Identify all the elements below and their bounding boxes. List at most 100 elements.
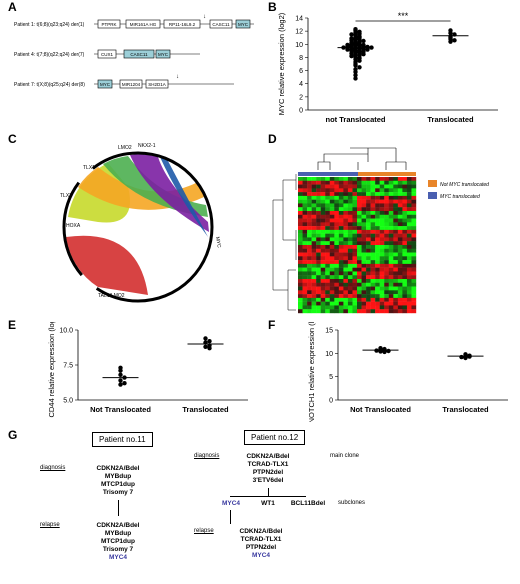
heatmap-cell — [325, 180, 330, 185]
heatmap-cell — [338, 252, 344, 257]
heatmap-cell — [298, 214, 303, 219]
p11-rel-item: MTCP1dup — [101, 538, 135, 545]
heatmap-cell — [343, 260, 349, 265]
data-point — [353, 69, 358, 75]
heatmap-cell — [302, 252, 308, 257]
heatmap-cell — [361, 279, 367, 283]
patient7-label: Patient 7: t(X;8)(q25;q24) der(8) — [14, 82, 85, 88]
heatmap-cell — [388, 245, 394, 249]
heatmap-cell — [411, 195, 417, 200]
heatmap-cell — [393, 271, 399, 276]
heatmap-cell — [397, 282, 403, 287]
chord-label-nkx: NKX2-1 — [138, 143, 156, 149]
x-category-label: Not Translocated — [90, 405, 151, 414]
heatmap-cell — [406, 203, 412, 208]
heatmap-cell — [325, 294, 330, 299]
heatmap-cell — [347, 177, 353, 181]
heatmap-cell — [397, 214, 403, 219]
heatmap-cell — [388, 203, 394, 208]
heatmap-cell — [397, 305, 403, 310]
heatmap-cell — [320, 226, 326, 231]
heatmap-cell — [352, 241, 358, 246]
heatmap-cell — [316, 297, 321, 302]
heatmap-cell — [329, 188, 335, 193]
p11-diag-item: CDKN2A/Bdel — [96, 465, 140, 472]
heatmap-cell — [307, 203, 312, 208]
heatmap-cell — [329, 207, 335, 212]
heatmap-cell — [343, 188, 349, 193]
heatmap-cell — [316, 233, 321, 238]
heatmap-cell — [307, 275, 312, 280]
heatmap-cell — [316, 218, 321, 223]
heatmap-cell — [334, 199, 340, 204]
heatmap-cell — [361, 248, 367, 253]
heatmap-cell — [325, 211, 330, 215]
heatmap-cell — [384, 233, 389, 238]
heatmap-cell — [302, 222, 308, 227]
heatmap-cell — [320, 229, 326, 234]
heatmap-cell — [325, 237, 330, 242]
heatmap-cell — [384, 203, 389, 208]
heatmap-cell — [329, 290, 335, 295]
heatmap-cell — [361, 207, 367, 212]
heatmap-cell — [334, 260, 340, 265]
heatmap-cell — [379, 245, 385, 249]
heatmap-cell — [329, 192, 335, 197]
heatmap-cell — [361, 184, 367, 189]
heatmap-cell — [397, 294, 403, 299]
heatmap-cell — [325, 188, 330, 193]
heatmap-cell — [320, 267, 326, 272]
heatmap-cell — [361, 301, 367, 306]
heatmap-cell — [311, 207, 317, 212]
data-point — [118, 368, 123, 373]
heatmap-cell — [298, 282, 303, 287]
heatmap-cell — [316, 248, 321, 253]
heatmap-cell — [302, 275, 308, 280]
heatmap-cell — [411, 248, 417, 253]
y-tick-label: 0 — [329, 398, 333, 405]
heatmap-cell — [334, 294, 340, 299]
heatmap-cell — [329, 260, 335, 265]
heatmap-cell — [343, 297, 349, 302]
heatmap-cell — [402, 177, 408, 181]
heatmap-cell — [361, 260, 367, 265]
heatmap-cell — [370, 305, 376, 310]
heatmap-cell — [375, 294, 380, 299]
heatmap-cell — [302, 297, 308, 302]
p11-rel-item: CDKN2A/Bdel — [96, 522, 140, 529]
heatmap-cell — [298, 263, 303, 268]
heatmap-cell — [366, 237, 371, 242]
y-tick-label: 8 — [299, 55, 303, 62]
heatmap-cell — [316, 290, 321, 295]
heatmap-cell — [302, 192, 308, 197]
heatmap-cell — [402, 195, 408, 200]
heatmap-cell — [411, 267, 417, 272]
heatmap-cell — [329, 309, 335, 314]
data-point — [207, 339, 212, 344]
heatmap-cell — [388, 271, 394, 276]
heatmap-cell — [357, 294, 362, 299]
heatmap-cell — [334, 192, 340, 197]
heatmap-cell — [343, 252, 349, 257]
heatmap-cell — [411, 180, 417, 185]
heatmap-cell — [298, 256, 303, 261]
heatmap-cell — [316, 275, 321, 280]
heatmap-cell — [379, 177, 385, 181]
heatmap-cell — [338, 233, 344, 238]
heatmap-cell — [361, 203, 367, 208]
data-point — [122, 381, 127, 386]
heatmap-cell — [298, 286, 303, 291]
heatmap-cell — [320, 252, 326, 257]
heatmap-cell — [325, 241, 330, 246]
heatmap-cell — [311, 214, 317, 219]
heatmap-cell — [316, 267, 321, 272]
heatmap-cell — [375, 256, 380, 261]
heatmap-cell — [302, 245, 308, 249]
y-tick-label: 15 — [325, 328, 333, 335]
heatmap-cell — [307, 180, 312, 185]
heatmap-cell — [366, 188, 371, 193]
heatmap-cell — [298, 233, 303, 238]
heatmap-cell — [338, 301, 344, 306]
gene-label: PTPRK — [101, 22, 116, 27]
heatmap-cell — [411, 229, 417, 234]
